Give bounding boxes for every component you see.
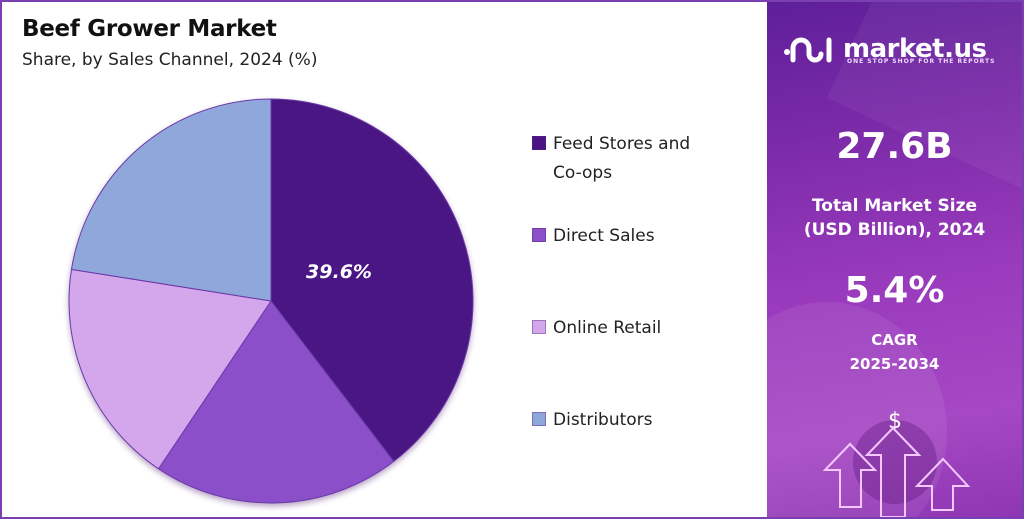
legend-swatch-online-retail — [532, 320, 546, 334]
legend-label-feed-stores-line1: Feed Stores and — [553, 134, 691, 154]
pie-slice-direct-sales — [157, 300, 395, 504]
chart-panel: Beef Grower Market Share, by Sales Chann… — [2, 2, 766, 517]
legend-item-online-retail: Online Retail — [532, 314, 732, 343]
legend-item-distributors: Distributors — [532, 406, 732, 435]
pie-slice-label-feed-stores: 39.6% — [306, 261, 372, 283]
pie-slice-distributors — [70, 98, 272, 302]
chart-subtitle: Share, by Sales Channel, 2024 (%) — [22, 50, 318, 70]
cagr-label: CAGR 2025-2034 — [767, 328, 1022, 376]
market-us-logo-icon — [784, 37, 832, 63]
legend-label-direct-sales: Direct Sales — [553, 226, 655, 246]
growth-arrows-icon: $ — [822, 409, 971, 517]
brand-name: market.us — [843, 34, 987, 64]
legend-swatch-distributors — [532, 412, 546, 426]
brand-tagline: ONE STOP SHOP FOR THE REPORTS — [847, 58, 996, 65]
legend-label-online-retail: Online Retail — [553, 318, 662, 338]
cagr-label-line1: CAGR — [871, 331, 918, 349]
pie-chart: 39.6% — [68, 98, 474, 504]
legend-label-feed-stores-line2: Co-ops — [553, 163, 613, 183]
legend-item-feed-stores: Feed Stores and Co-ops — [532, 130, 732, 188]
pie-slice-online-retail — [68, 268, 272, 470]
legend-item-direct-sales: Direct Sales — [532, 222, 732, 251]
pie-slice-feed-stores — [270, 98, 474, 463]
chart-title: Beef Grower Market — [22, 16, 277, 42]
legend-swatch-direct-sales — [532, 228, 546, 242]
cagr-label-line2: 2025-2034 — [849, 355, 940, 373]
pie-slices — [68, 98, 474, 504]
dollar-icon: $ — [888, 409, 902, 434]
cagr-value: 5.4% — [844, 270, 945, 311]
market-size-label-line1: Total Market Size — [811, 196, 978, 216]
market-size-value: 27.6B — [836, 126, 953, 167]
summary-panel: market.us ONE STOP SHOP FOR THE REPORTS … — [767, 2, 1022, 517]
legend-swatch-feed-stores — [532, 136, 546, 150]
brand-logo: market.us — [783, 32, 987, 66]
market-size-label-line2: (USD Billion), 2024 — [803, 220, 986, 240]
market-size-label: Total Market Size (USD Billion), 2024 — [767, 194, 1022, 242]
legend-label-distributors: Distributors — [553, 410, 653, 430]
